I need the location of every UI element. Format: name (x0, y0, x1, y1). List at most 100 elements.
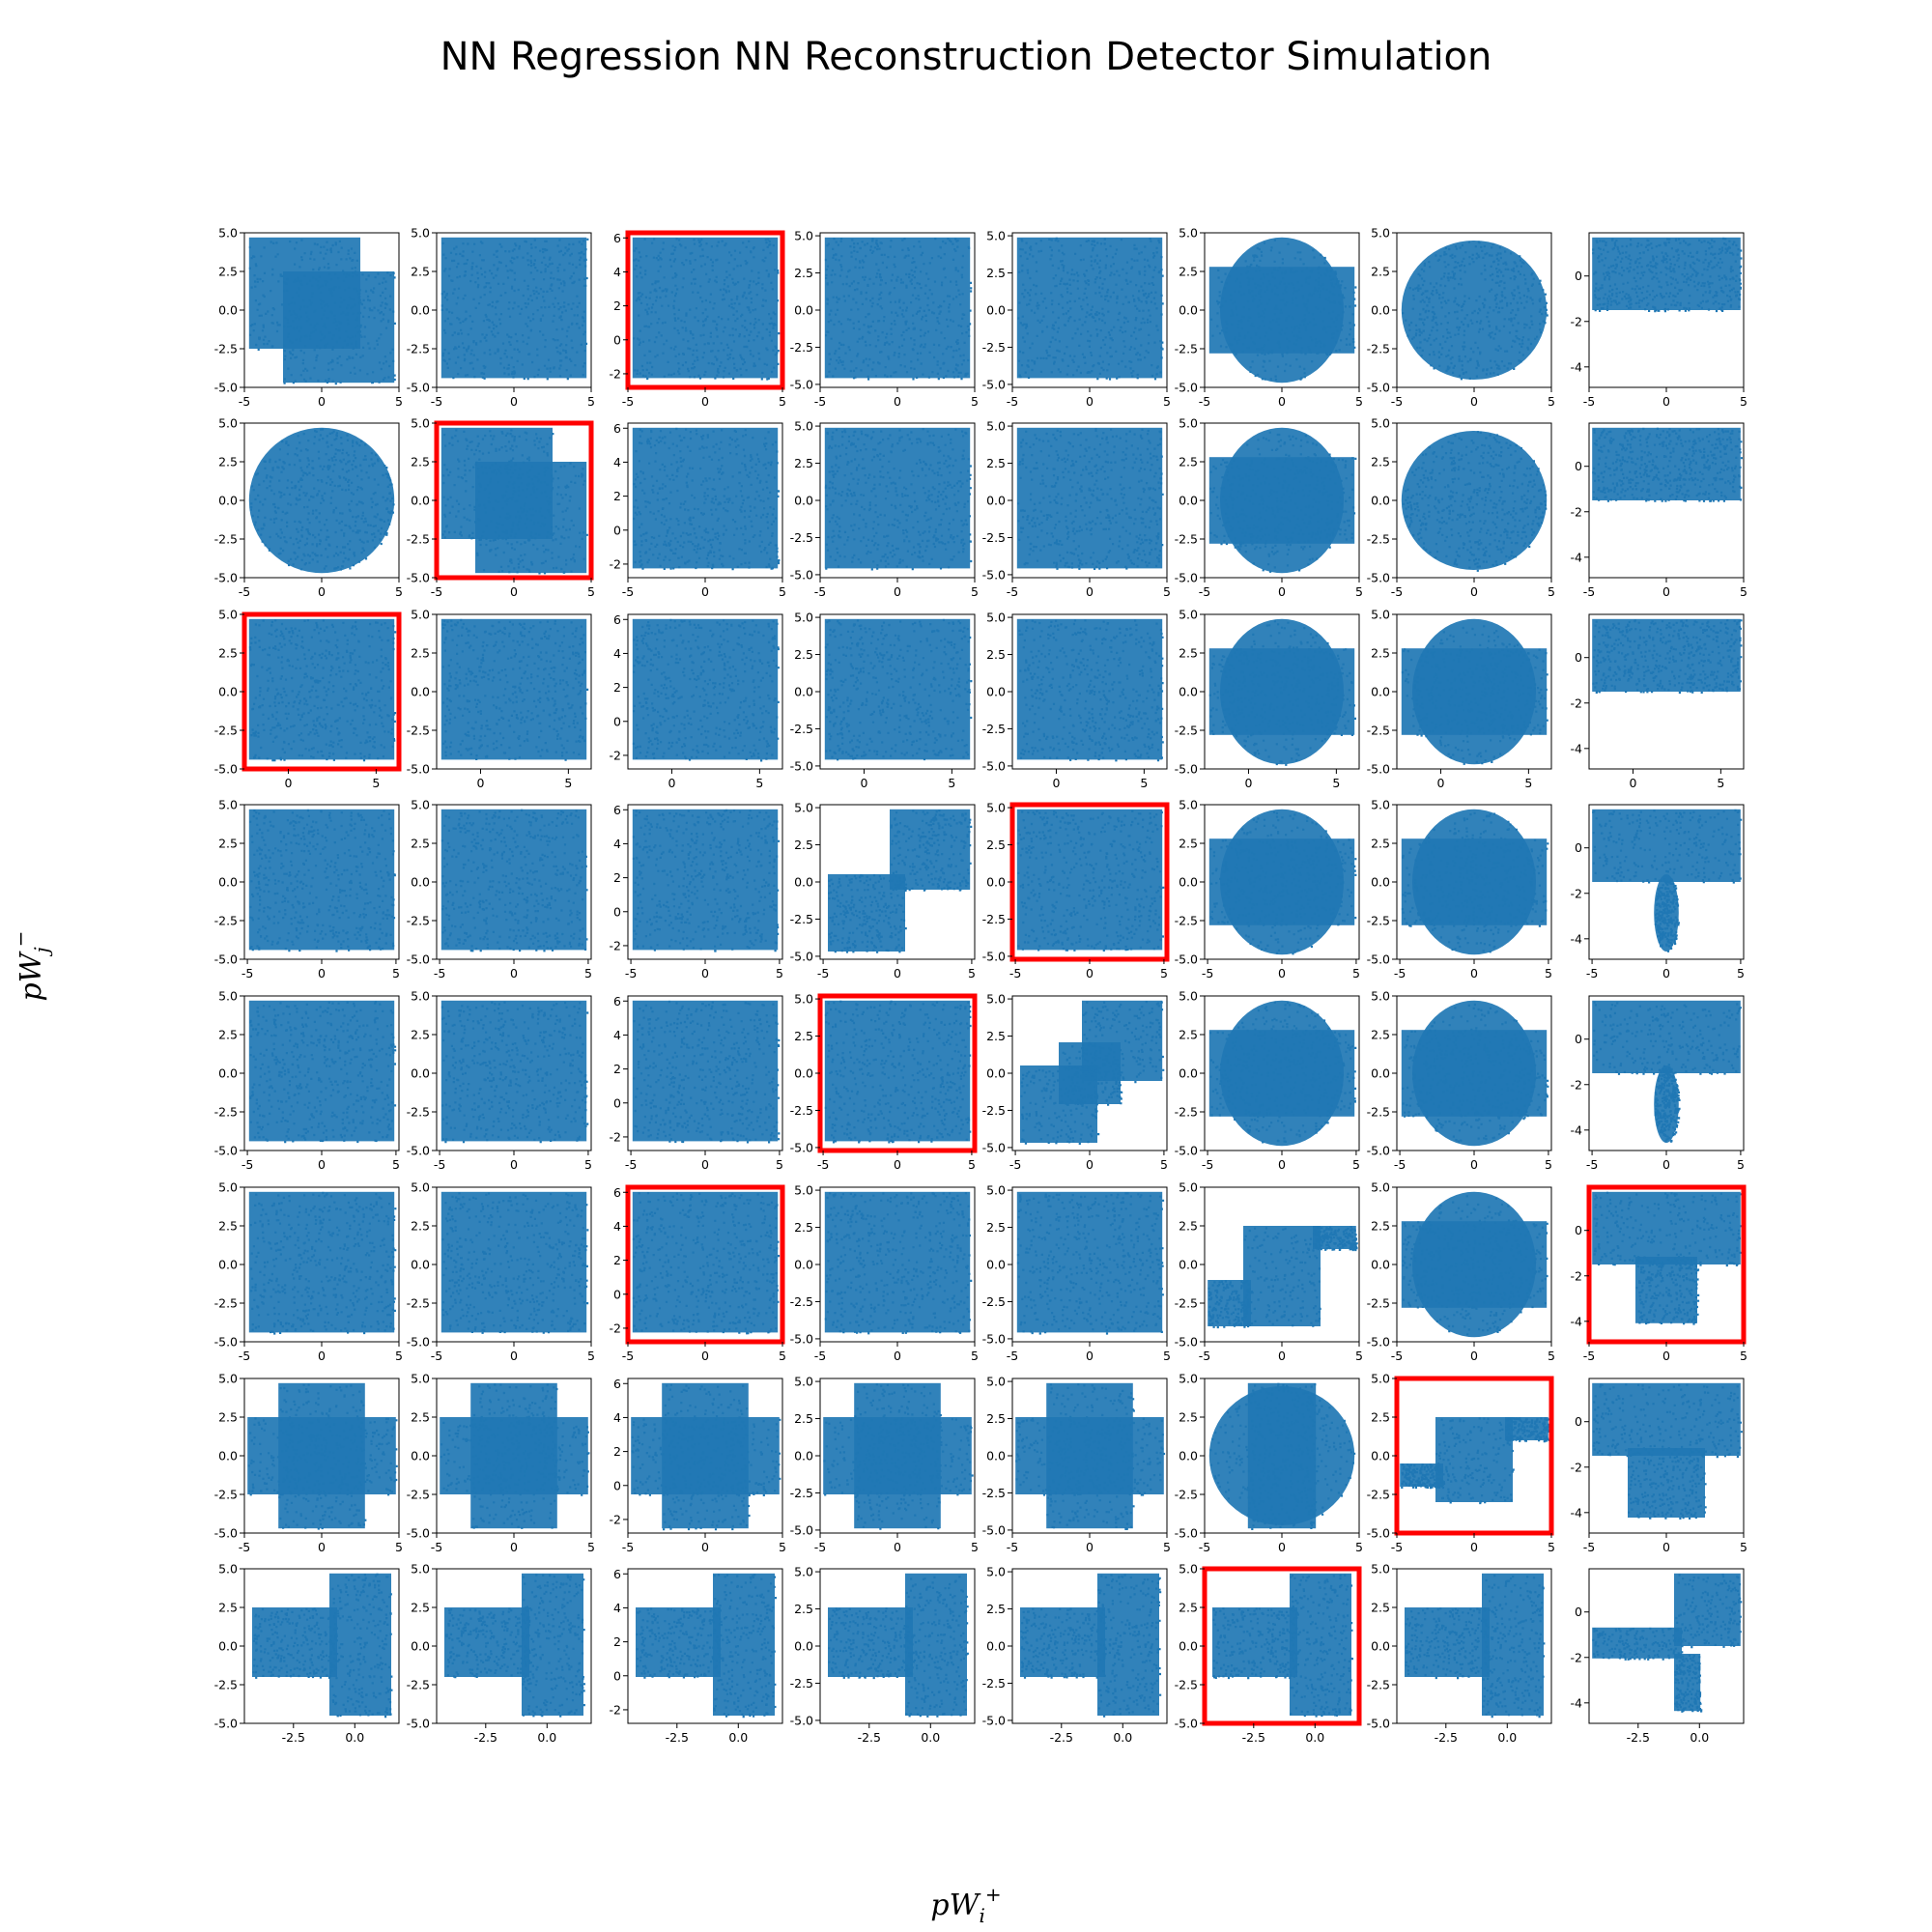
point-cloud-core (824, 1000, 971, 1142)
y-tick-label: 2.5 (411, 1410, 430, 1425)
y-tick-label: 0.0 (794, 303, 813, 318)
y-tick-label: -2.5 (982, 912, 1006, 926)
y-tick-label: -2 (1571, 1460, 1582, 1474)
y-tick-label: -5.0 (214, 952, 238, 967)
x-tick-label: 0 (510, 1349, 518, 1363)
y-tick-label: -2.5 (790, 1294, 813, 1309)
y-tick-label: -2.5 (982, 722, 1006, 736)
scatter-points (249, 428, 395, 571)
y-tick-label: 0.0 (218, 1639, 238, 1654)
point-cloud-core (248, 1000, 395, 1142)
y-tick-label: 4 (613, 646, 621, 661)
y-tick-label: -5.0 (982, 567, 1006, 582)
y-tick-label: 0.0 (411, 494, 430, 508)
scatter-points (633, 238, 781, 381)
y-tick-label: -2.5 (214, 1105, 238, 1120)
point-cloud-core (1401, 431, 1548, 570)
y-tick-label: 6 (613, 612, 621, 627)
y-tick-label: -5.0 (982, 377, 1006, 391)
y-tick-label: -2 (610, 556, 621, 571)
y-tick-label: -5.0 (982, 1522, 1006, 1537)
y-tick-label: -5.0 (1367, 1526, 1390, 1541)
figure-title: NN Regression NN Reconstruction Detector… (440, 35, 1492, 79)
y-tick-label: 5.0 (1179, 798, 1198, 812)
y-tick-label: -2.5 (790, 1103, 813, 1118)
subplot-r8-c6: 5.0 2.5 0.0 -2.5 -5.0 -2.5 0.0 (1175, 1562, 1362, 1745)
subplot-r1-c4: 5.0 2.5 0.0 -2.5 -5.0-5 0 5 (790, 229, 979, 409)
x-tick-label: -5 (814, 1540, 826, 1554)
x-tick-label: -5 (1391, 394, 1403, 409)
subplot-r7-c6: 5.0 2.5 0.0 -2.5 -5.0-5 0 5 (1175, 1372, 1363, 1555)
y-tick-label: -2.5 (1367, 342, 1390, 356)
y-tick-label: 0.0 (1371, 1449, 1390, 1463)
x-tick-label: 5 (1160, 1157, 1168, 1172)
y-tick-label: 5.0 (794, 1565, 813, 1579)
x-tick-label: 0 (1629, 776, 1636, 790)
y-tick-label: 0.0 (986, 1066, 1006, 1081)
y-tick-label: 0.0 (218, 685, 238, 699)
x-tick-label: 5 (1160, 966, 1168, 980)
x-tick-label: 5 (1548, 394, 1555, 409)
y-tick-label: -2.5 (982, 1294, 1006, 1309)
x-tick-label: 0 (894, 1540, 901, 1554)
subplot-r8-c1: 5.0 2.5 0.0 -2.5 -5.0 -2.5 0.0 (214, 1562, 400, 1745)
y-tick-label: 0.0 (794, 875, 813, 890)
y-tick-label: 0.0 (1179, 685, 1198, 699)
y-axis-label-sup: − (9, 930, 32, 947)
x-tick-label: 5 (968, 1157, 976, 1172)
y-tick-label: 0.0 (986, 1639, 1006, 1654)
subplot-r7-c7: 5.0 2.5 0.0 -2.5 -5.0-5 0 5 (1367, 1372, 1555, 1555)
y-axis-label: pWj− (9, 930, 53, 1001)
y-tick-label: 4 (613, 455, 621, 469)
y-tick-label: -5.0 (790, 1522, 813, 1537)
y-tick-label: -5.0 (1367, 762, 1390, 777)
y-tick-label: -2.5 (1175, 532, 1198, 547)
y-tick-label: 0.0 (794, 1639, 813, 1654)
scatter-points (1210, 239, 1357, 382)
subplot-r3-c4: 5.0 2.5 0.0 -2.5 -5.0 0 5 (790, 611, 976, 790)
axes-frame (627, 1568, 783, 1724)
subplot-r6-c6: 5.0 2.5 0.0 -2.5 -5.0-5 0 5 (1175, 1180, 1363, 1364)
x-tick-label: -2.5 (1242, 1730, 1265, 1745)
y-tick-label: 5.0 (1179, 1562, 1198, 1577)
x-tick-label: 5 (1717, 776, 1724, 790)
x-tick-label: 0 (1470, 394, 1478, 409)
subplot-r2-c1: 5.0 2.5 0.0 -2.5 -5.0-5 0 5 (214, 416, 403, 600)
subplot-r2-c5: 5.0 2.5 0.0 -2.5 -5.0-5 0 5 (982, 419, 1171, 599)
x-tick-label: 5 (392, 966, 400, 980)
y-tick-label: -2.5 (790, 722, 813, 736)
subplot-r6-c1: 5.0 2.5 0.0 -2.5 -5.0-5 0 5 (214, 1180, 403, 1364)
y-tick-label: 0.0 (411, 1639, 430, 1654)
y-tick-label: -5.0 (790, 1713, 813, 1727)
x-tick-label: -5 (1394, 966, 1406, 980)
x-tick-label: -5 (625, 1157, 637, 1172)
y-tick-label: 6 (613, 231, 621, 245)
y-tick-label: 4 (613, 1028, 621, 1042)
x-tick-label: 5 (587, 584, 595, 599)
x-tick-label: 5 (1355, 1349, 1363, 1363)
x-tick-label: 0 (1278, 1157, 1286, 1172)
x-tick-label: 5 (1737, 966, 1745, 980)
y-tick-label: 5.0 (411, 798, 430, 812)
x-tick-label: -5 (1391, 1349, 1403, 1363)
y-tick-label: 0.0 (218, 494, 238, 508)
y-tick-label: -2 (610, 748, 621, 762)
y-tick-label: 0.0 (1179, 494, 1198, 508)
y-tick-label: -2 (1571, 1077, 1582, 1092)
x-tick-label: -5 (1007, 394, 1018, 409)
subplot-r5-c3: 6 4 2 0 -2 -5 0 5 (610, 994, 783, 1172)
scatter-points (1592, 1383, 1743, 1520)
y-tick-label: 6 (613, 421, 621, 436)
x-tick-label: -2.5 (474, 1730, 497, 1745)
y-tick-label: 5.0 (411, 1180, 430, 1195)
subplot-r7-c4: 5.0 2.5 0.0 -2.5 -5.0-5 0 5 (790, 1375, 979, 1554)
scatter-points (1401, 625, 1548, 765)
x-tick-label: -5 (1199, 1349, 1210, 1363)
y-tick-label: 6 (613, 803, 621, 817)
x-tick-label: 0 (1086, 584, 1094, 599)
x-tick-label: 0 (1278, 1349, 1286, 1363)
scatter-points (1592, 1574, 1743, 1713)
y-tick-label: -2.5 (407, 724, 430, 738)
y-tick-label: 5.0 (411, 1372, 430, 1386)
subplot-r5-c4: 5.0 2.5 0.0 -2.5 -5.0 -5 0 5 (790, 992, 978, 1172)
